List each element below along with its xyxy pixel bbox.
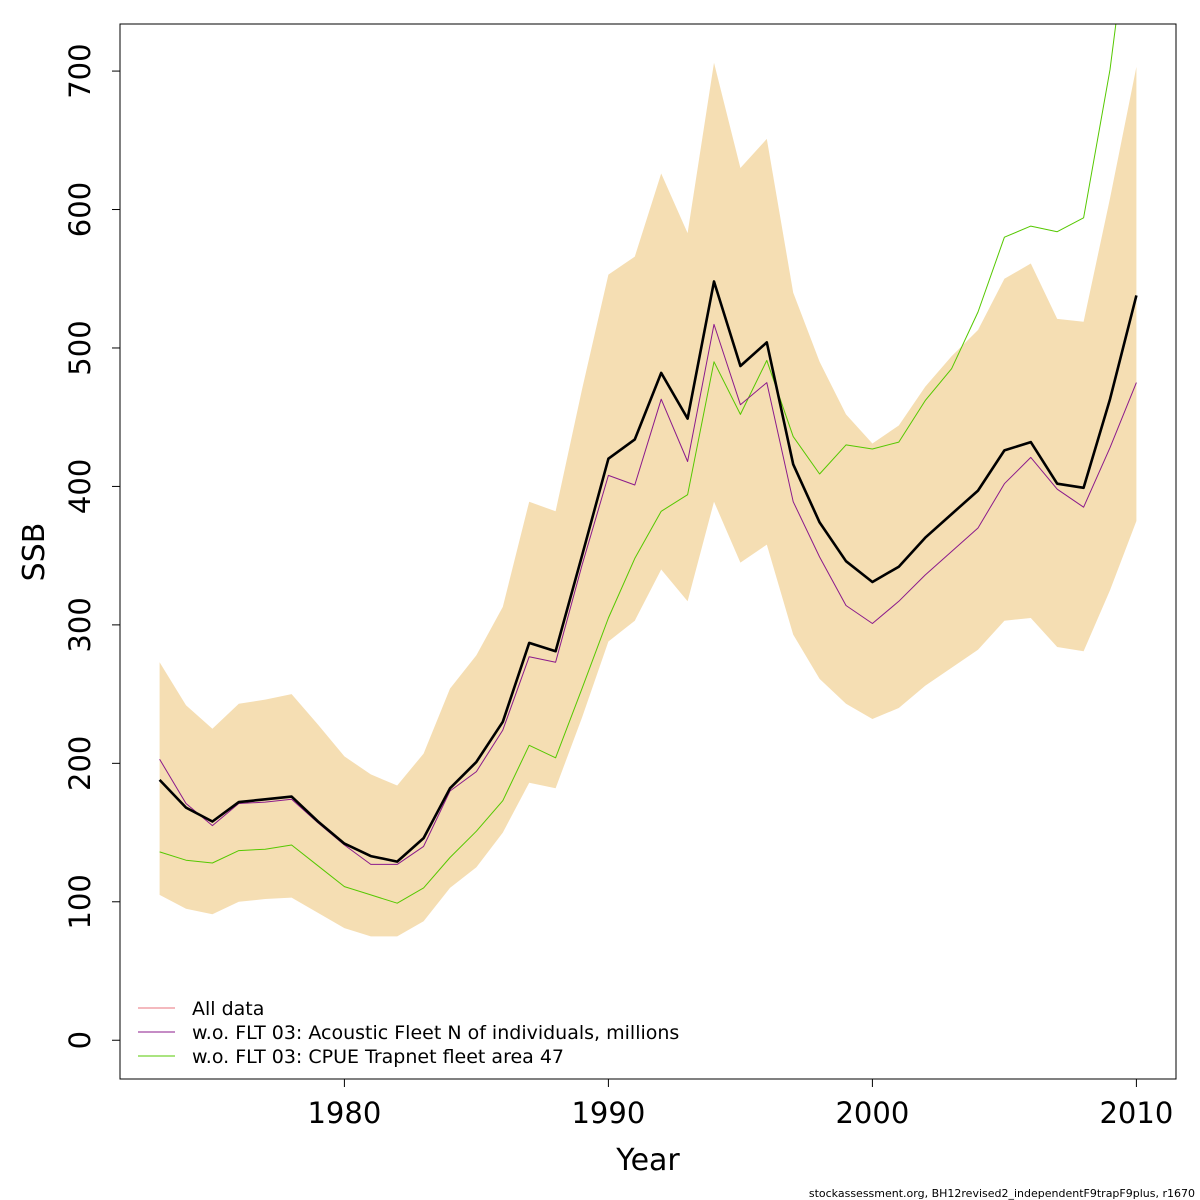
x-tick-label: 2000 <box>835 1096 909 1130</box>
series-line-wo-cpue-trapnet <box>159 24 1117 904</box>
x-axis-title: Year <box>615 1143 680 1178</box>
plot-frame <box>119 23 1177 1080</box>
confidence-band <box>159 62 1137 937</box>
footer-credit: stockassessment.org, BH12revised2_indepe… <box>809 1187 1195 1200</box>
y-tick-label: 400 <box>63 459 97 514</box>
y-tick-label: 700 <box>63 43 97 98</box>
y-tick-label: 500 <box>63 320 97 375</box>
y-axis-title: SSB <box>17 523 52 582</box>
series-line-all-data <box>158 280 1138 863</box>
legend-label: w.o. FLT 03: Acoustic Fleet N of individ… <box>192 1022 679 1044</box>
legend-label: w.o. FLT 03: CPUE Trapnet fleet area 47 <box>192 1046 564 1068</box>
legend-label: All data <box>192 998 264 1020</box>
y-axis: 0 100 200 300 400 500 600 700 <box>63 43 120 1049</box>
y-tick-label: 600 <box>63 182 97 237</box>
y-tick-label: 100 <box>63 874 97 929</box>
x-tick-label: 1990 <box>571 1096 645 1130</box>
series-layer <box>158 24 1138 904</box>
y-tick-label: 200 <box>63 736 97 791</box>
y-tick-label: 300 <box>63 597 97 652</box>
x-tick-label: 1980 <box>307 1096 381 1130</box>
y-tick-label: 0 <box>63 1031 97 1049</box>
confidence-band-layer <box>159 62 1137 937</box>
x-axis: 1980 1990 2000 2010 <box>307 1079 1173 1130</box>
x-tick-label: 2010 <box>1099 1096 1173 1130</box>
